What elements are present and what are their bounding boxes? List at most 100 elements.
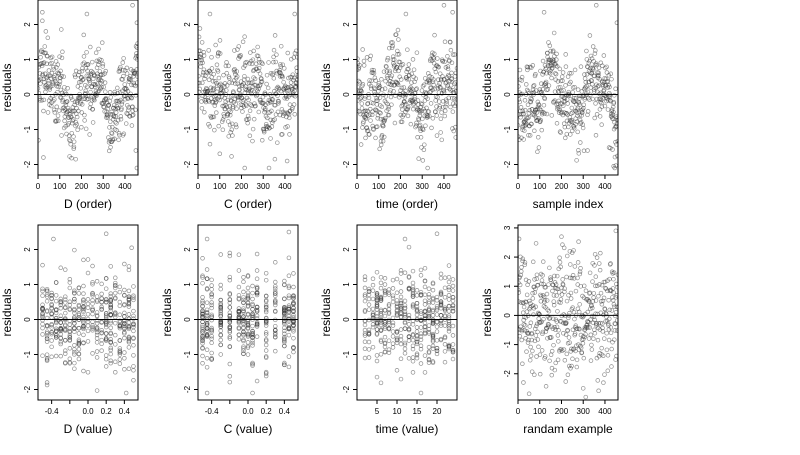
data-point [426,357,432,363]
data-point [74,105,79,111]
data-point [422,265,428,271]
data-point [131,343,136,348]
data-point [584,84,589,89]
data-point [263,342,269,348]
data-point [236,296,242,302]
data-point [84,11,90,17]
data-point [608,330,614,336]
data-point [593,101,598,106]
data-point [286,354,292,359]
data-point [72,291,77,296]
data-point [530,63,536,68]
x-tick-label: 300 [257,182,271,191]
data-point [404,107,410,112]
data-point [61,74,66,79]
data-point [418,325,424,330]
points-p5 [40,231,136,396]
data-point [108,347,113,353]
data-point [99,341,104,347]
data-point [81,76,86,82]
data-point [91,96,97,102]
data-point [90,280,95,285]
data-point [604,64,609,70]
data-point [67,276,73,282]
data-point [527,324,533,329]
data-point [374,293,380,298]
data-point [125,103,130,108]
data-point [540,58,546,64]
data-point [590,44,596,49]
data-point [67,138,73,144]
data-point [90,351,95,356]
data-point [200,353,205,359]
data-point [273,348,278,354]
data-point [209,91,215,97]
data-point [40,321,45,327]
data-point [122,287,127,293]
data-point [570,90,575,95]
data-point [427,74,432,79]
data-point [39,61,44,66]
data-point [373,135,378,141]
data-point [209,54,214,60]
data-point [292,50,298,56]
data-point [446,329,452,334]
data-point [549,75,554,81]
data-point [414,301,420,306]
data-point [450,306,456,311]
data-point [282,360,287,366]
data-point [430,280,436,286]
data-point [90,328,95,333]
data-point [79,110,85,115]
data-point [394,276,400,282]
data-point [103,286,109,291]
x-tick-label: -0.4 [45,407,59,416]
data-point [562,289,567,294]
data-point [402,340,408,346]
data-point [614,115,618,121]
data-point [521,322,527,327]
data-point [54,104,59,110]
data-point [449,60,455,66]
data-point [254,324,260,329]
data-point [377,146,382,152]
data-point [131,353,136,358]
data-point [556,289,562,295]
data-point [99,328,104,333]
data-point [245,76,251,82]
data-point [519,265,524,270]
data-point [44,358,50,363]
data-point [69,109,75,114]
data-point [244,103,249,108]
data-point [44,339,50,344]
data-point [126,334,132,340]
data-point [94,299,100,304]
data-point [286,285,292,290]
x-tick-label: 400 [278,182,292,191]
data-point [45,110,51,115]
data-point [585,148,590,153]
data-point [375,98,380,103]
data-point [67,346,73,351]
data-point [394,335,400,341]
data-point [426,344,432,350]
data-point [552,71,558,76]
data-point [254,285,260,291]
data-point [597,114,603,119]
data-point [418,311,424,316]
data-point [444,99,450,104]
data-point [241,321,246,327]
y-tick-label: 1 [342,282,351,287]
data-point [98,77,103,83]
data-point [438,116,444,122]
data-point [43,89,48,95]
data-point [430,335,436,341]
data-point [565,101,570,106]
data-point [549,113,555,118]
data-point [242,63,248,68]
data-point [384,64,389,70]
data-point [76,325,82,331]
data-point [99,84,104,90]
data-point [273,300,278,306]
